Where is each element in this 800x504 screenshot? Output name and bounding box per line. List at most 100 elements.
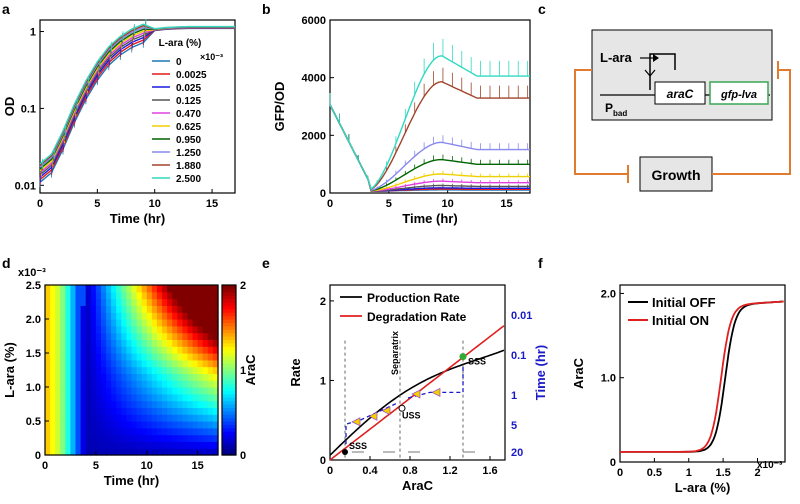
heatmap-cell bbox=[80, 441, 87, 449]
heatmap-cell bbox=[172, 285, 178, 293]
heatmap-cell bbox=[151, 393, 158, 402]
colorbar-cell bbox=[222, 295, 236, 300]
heatmap-cell bbox=[95, 427, 102, 436]
heatmap-cell bbox=[126, 325, 133, 334]
heatmap-cell bbox=[95, 434, 102, 442]
heatmap-cell bbox=[45, 319, 51, 327]
heatmap-cell bbox=[162, 407, 168, 415]
heatmap-cell bbox=[75, 414, 82, 422]
heatmap-cell bbox=[202, 407, 209, 415]
heatmap-cell bbox=[131, 291, 138, 300]
heatmap-cell bbox=[80, 339, 87, 347]
heatmap-cell bbox=[212, 427, 219, 436]
heatmap-cell bbox=[151, 305, 158, 313]
heatmap-cell bbox=[141, 291, 148, 300]
heatmap-cell bbox=[55, 441, 61, 449]
heatmap-cell bbox=[197, 285, 204, 293]
heatmap-cell bbox=[70, 319, 77, 327]
heatmap-cell bbox=[101, 291, 107, 300]
heatmap-cell bbox=[85, 373, 92, 381]
colorbar-frame bbox=[221, 284, 237, 456]
heatmap-cell bbox=[106, 305, 112, 313]
heatmap-cell bbox=[212, 387, 219, 395]
heatmap-cell bbox=[45, 346, 51, 354]
heatmap-cell bbox=[80, 366, 87, 374]
x-tick-label: 0 bbox=[37, 198, 43, 210]
heatmap-cell bbox=[90, 291, 97, 300]
x-axis-label: Time (hr) bbox=[104, 473, 159, 488]
heatmap-cell bbox=[151, 387, 158, 395]
heatmap-cell bbox=[136, 448, 143, 456]
heatmap-cell bbox=[75, 298, 82, 306]
heatmap-cell bbox=[116, 332, 122, 340]
heatmap-cell bbox=[50, 353, 56, 361]
heatmap-cell bbox=[136, 366, 143, 374]
heatmap-cell bbox=[131, 380, 138, 388]
colorbar-cell bbox=[222, 288, 236, 293]
heatmap-cell bbox=[60, 373, 66, 381]
heatmap-cell bbox=[111, 400, 117, 408]
heatmap-cell bbox=[187, 366, 194, 374]
gfp-gene bbox=[709, 81, 769, 105]
heatmap-cell bbox=[156, 319, 163, 327]
heatmap-cell bbox=[95, 380, 102, 388]
heatmap-cell bbox=[141, 319, 148, 327]
heatmap-cell bbox=[151, 366, 158, 374]
heatmap-cell bbox=[207, 332, 214, 340]
heatmap-cell bbox=[207, 366, 214, 374]
heatmap-cell bbox=[202, 414, 209, 422]
heatmap-cell bbox=[151, 291, 158, 300]
y-tick-label: 2.0 bbox=[601, 288, 616, 300]
heatmap-cell bbox=[177, 434, 183, 442]
colorbar-cell bbox=[222, 312, 236, 317]
heatmap-cell bbox=[50, 448, 56, 456]
heatmap-cell bbox=[167, 298, 173, 306]
heatmap-cell bbox=[90, 448, 97, 456]
heatmap-cell bbox=[106, 339, 112, 347]
heatmap-cell bbox=[207, 325, 214, 334]
series-line-0.625 bbox=[39, 26, 235, 172]
heatmap-cell bbox=[151, 298, 158, 306]
heatmap-cell bbox=[192, 414, 199, 422]
legend-label-0: 0 bbox=[176, 57, 182, 68]
heatmap-cell bbox=[50, 285, 56, 293]
heatmap-cell bbox=[90, 298, 97, 306]
heatmap-cell bbox=[101, 319, 107, 327]
heatmap-cell bbox=[167, 387, 173, 395]
heatmap-cell bbox=[177, 441, 183, 449]
x-tick-label: 5 bbox=[93, 460, 99, 472]
heatmap-cell bbox=[192, 353, 199, 361]
heatmap-cell bbox=[70, 441, 77, 449]
heatmap-cell bbox=[60, 434, 66, 442]
heatmap-cell bbox=[45, 332, 51, 340]
heatmap-cell bbox=[111, 325, 117, 334]
heatmap-cell bbox=[141, 305, 148, 313]
heatmap-cell bbox=[192, 359, 199, 368]
heatmap-cell bbox=[192, 387, 199, 395]
heatmap-cell bbox=[151, 441, 158, 449]
heatmap-cell bbox=[70, 312, 77, 320]
heatmap-cell bbox=[187, 407, 194, 415]
heatmap-cell bbox=[141, 434, 148, 442]
heatmap-cell bbox=[101, 434, 107, 442]
heatmap-cell bbox=[60, 325, 66, 334]
heatmap-cell bbox=[101, 325, 107, 334]
heatmap-cell bbox=[162, 298, 168, 306]
initial-on-line bbox=[620, 300, 784, 453]
heatmap-cell bbox=[202, 427, 209, 436]
heatmap-cell bbox=[167, 359, 173, 368]
heatmap-cell bbox=[95, 414, 102, 422]
heatmap-cell bbox=[50, 339, 56, 347]
heatmap-cell bbox=[50, 441, 56, 449]
heatmap-cell bbox=[182, 393, 189, 402]
heatmap-cell bbox=[60, 400, 66, 408]
heatmap-cell bbox=[75, 421, 82, 429]
heatmap-cell bbox=[207, 380, 214, 388]
heatmap-cell bbox=[141, 427, 148, 436]
heatmap-cell bbox=[192, 373, 199, 381]
heatmap-cell bbox=[45, 393, 51, 402]
heatmap-cell bbox=[146, 421, 153, 429]
sss-high-point bbox=[459, 353, 467, 361]
heatmap-cell bbox=[85, 291, 92, 300]
colorbar-cell bbox=[222, 329, 236, 334]
